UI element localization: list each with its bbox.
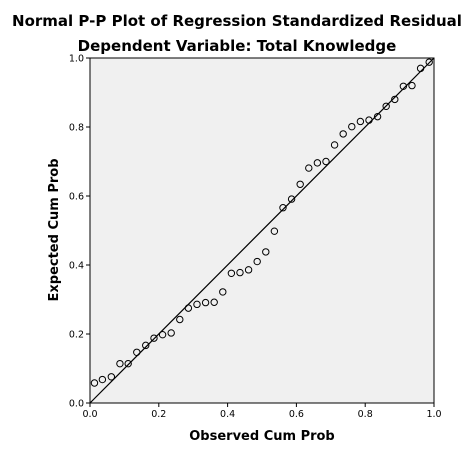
y-tick-label: 0.2 [69, 330, 84, 341]
x-tick-label: 0.6 [289, 409, 304, 420]
data-point [167, 329, 175, 337]
data-point [90, 379, 99, 387]
chart-subtitle: Dependent Variable: Total Knowledge [78, 37, 397, 55]
y-axis-label: Expected Cum Prob [47, 159, 62, 302]
x-tick-label: 1.0 [426, 409, 441, 420]
data-point [270, 227, 279, 235]
data-point [262, 248, 270, 256]
data-point [322, 157, 330, 166]
data-point [330, 141, 339, 149]
x-tick-label: 0.4 [220, 409, 235, 420]
data-point [313, 159, 322, 167]
data-point [142, 341, 150, 350]
data-point [348, 122, 356, 131]
data-point [408, 81, 416, 90]
data-point [98, 375, 107, 384]
y-tick-label: 0.8 [69, 123, 84, 134]
data-point [416, 64, 425, 73]
data-point [176, 315, 184, 324]
data-point [296, 180, 304, 188]
data-point [279, 204, 287, 212]
y-tick-label: 0.6 [69, 192, 84, 203]
data-point [287, 195, 296, 203]
data-point [201, 298, 210, 307]
data-point [227, 269, 236, 277]
data-point [365, 116, 373, 124]
data-point [373, 112, 382, 121]
reference-line [89, 57, 435, 404]
data-point [124, 359, 132, 368]
data-point [425, 58, 433, 66]
data-points [90, 58, 433, 387]
data-point [107, 373, 116, 381]
data-point [339, 130, 347, 138]
data-point [305, 164, 313, 172]
data-point [219, 288, 227, 296]
data-point [193, 300, 201, 309]
chart-title: Normal P-P Plot of Regression Standardiz… [12, 12, 462, 30]
x-axis-label: Observed Cum Prob [189, 429, 335, 444]
data-point [184, 304, 193, 312]
y-tick-label: 0.0 [69, 399, 84, 410]
data-point [236, 268, 244, 277]
data-point [382, 102, 390, 111]
x-tick-label: 0.8 [358, 409, 373, 420]
y-tick-label: 0.4 [69, 261, 84, 272]
data-point [158, 330, 167, 339]
axis-ticks: 0.0 0.2 0.4 0.6 0.8 1.0 0.0 0.2 0.4 0.6 0.8 1.0 [69, 54, 442, 421]
x-tick-label: 0.2 [151, 409, 166, 420]
data-point [210, 298, 218, 306]
data-point [133, 348, 141, 356]
data-point [356, 117, 365, 126]
data-point [253, 257, 261, 266]
data-point [116, 359, 124, 368]
data-point [399, 82, 408, 90]
data-point [244, 266, 253, 274]
data-point [391, 95, 399, 104]
y-tick-label: 1.0 [69, 54, 84, 65]
x-tick-label: 0.0 [82, 409, 97, 420]
data-point [150, 334, 158, 342]
